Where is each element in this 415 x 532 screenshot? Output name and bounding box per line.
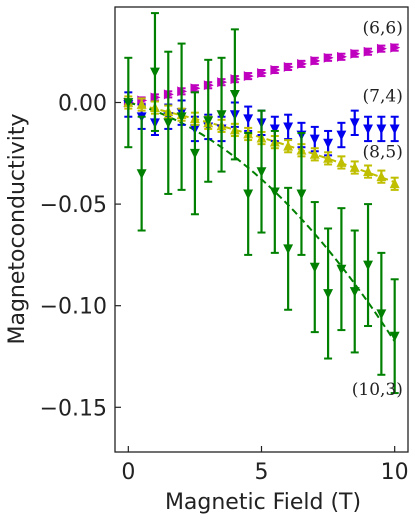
y-tick-label: −0.10 bbox=[40, 295, 107, 320]
data-point bbox=[270, 65, 281, 75]
data-point bbox=[283, 140, 294, 151]
data-point bbox=[163, 118, 174, 129]
data-point bbox=[283, 61, 294, 72]
data-point bbox=[136, 99, 147, 109]
series-annotation: (6,6) bbox=[363, 18, 403, 38]
data-point bbox=[389, 331, 400, 342]
x-tick-label: 10 bbox=[381, 460, 409, 485]
data-point bbox=[243, 114, 254, 125]
y-axis-title: Magnetoconductivity bbox=[5, 113, 30, 344]
data-point bbox=[309, 262, 320, 273]
data-point bbox=[336, 156, 347, 167]
data-point bbox=[296, 189, 307, 200]
data-point bbox=[336, 264, 347, 275]
series-annotation: (7,4) bbox=[363, 86, 403, 106]
data-point bbox=[243, 71, 254, 82]
data-point bbox=[350, 48, 361, 59]
data-point bbox=[283, 122, 294, 133]
data-point bbox=[323, 52, 334, 63]
data-point bbox=[257, 68, 267, 78]
data-point bbox=[256, 167, 267, 178]
x-axis-title: Magnetic Field (T) bbox=[165, 490, 361, 515]
y-tick-label: 0.00 bbox=[58, 92, 107, 117]
data-point bbox=[150, 67, 160, 78]
data-point bbox=[323, 289, 334, 300]
data-point bbox=[336, 130, 347, 141]
data-point bbox=[203, 116, 214, 127]
y-tick-label: −0.15 bbox=[40, 396, 107, 421]
data-point bbox=[136, 169, 147, 180]
x-axis-ticks: 0 5 10 bbox=[121, 446, 409, 485]
data-point bbox=[363, 166, 373, 176]
data-point bbox=[349, 118, 360, 129]
data-point bbox=[389, 178, 400, 189]
data-point bbox=[323, 152, 334, 163]
data-point bbox=[376, 309, 387, 320]
data-point bbox=[190, 83, 201, 94]
data-point bbox=[229, 89, 240, 100]
data-point bbox=[216, 110, 227, 121]
series-annotation: (10,3) bbox=[352, 380, 403, 400]
y-axis-ticks: 0.00 −0.05 −0.10 −0.15 bbox=[40, 92, 121, 421]
y-tick-label: −0.05 bbox=[40, 193, 107, 218]
data-point bbox=[269, 187, 280, 198]
data-point bbox=[376, 171, 387, 182]
series-annotation: (8,5) bbox=[363, 142, 403, 162]
data-point bbox=[123, 98, 134, 108]
data-point bbox=[243, 189, 254, 200]
data-point bbox=[376, 124, 387, 135]
data-point bbox=[349, 162, 360, 172]
data-point bbox=[323, 138, 334, 149]
data-series bbox=[123, 12, 401, 395]
data-point bbox=[283, 244, 294, 255]
data-point bbox=[363, 46, 374, 57]
data-point bbox=[309, 134, 320, 145]
data-point bbox=[363, 124, 373, 135]
data-point bbox=[337, 51, 347, 62]
series-group bbox=[123, 12, 400, 395]
data-point bbox=[376, 43, 387, 54]
data-point bbox=[390, 42, 401, 53]
data-point bbox=[349, 287, 360, 297]
data-point bbox=[269, 124, 280, 135]
data-point bbox=[297, 58, 307, 69]
x-tick-label: 5 bbox=[255, 460, 269, 485]
data-point bbox=[363, 260, 373, 271]
data-point bbox=[310, 55, 321, 66]
x-tick-label: 0 bbox=[121, 460, 135, 485]
data-point bbox=[176, 112, 187, 123]
data-point bbox=[389, 124, 400, 135]
data-point bbox=[309, 148, 320, 159]
series-annotations: (6,6) (7,4) (8,5) (10,3) bbox=[352, 18, 403, 400]
data-point bbox=[189, 148, 200, 159]
